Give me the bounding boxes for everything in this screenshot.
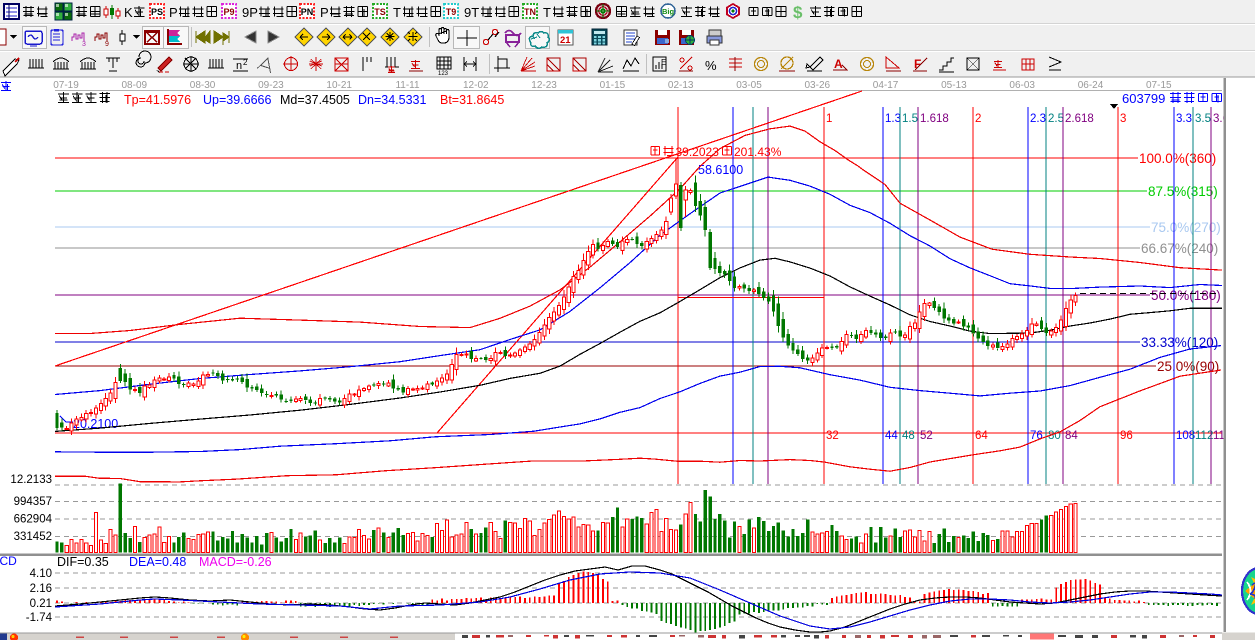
svg-text:3.3: 3.3 xyxy=(1176,113,1192,125)
svg-text:MACD: MACD xyxy=(0,554,17,568)
svg-text:12.2133: 12.2133 xyxy=(10,474,52,486)
svg-text:108: 108 xyxy=(1176,430,1195,442)
svg-text:123: 123 xyxy=(438,71,449,77)
svg-text:662904: 662904 xyxy=(14,514,53,526)
svg-text:P: P xyxy=(320,5,329,20)
svg-text:66.67%(240): 66.67%(240) xyxy=(1141,241,1218,256)
svg-text:06-03: 06-03 xyxy=(1009,80,1035,91)
svg-text:T: T xyxy=(543,5,551,20)
svg-text:MACD=-0.26: MACD=-0.26 xyxy=(199,555,272,569)
svg-text:10-21: 10-21 xyxy=(326,80,352,91)
svg-text:2.5: 2.5 xyxy=(1048,113,1064,125)
svg-text:64: 64 xyxy=(975,430,988,442)
svg-text:2.16: 2.16 xyxy=(30,583,52,595)
svg-text:33.33%(120): 33.33%(120) xyxy=(1141,335,1218,350)
svg-text:Big: Big xyxy=(662,7,675,16)
svg-text:32: 32 xyxy=(826,430,839,442)
svg-text:06-24: 06-24 xyxy=(1078,80,1104,91)
svg-text:9: 9 xyxy=(105,41,109,48)
svg-text:12-02: 12-02 xyxy=(463,80,489,91)
svg-text:0.21: 0.21 xyxy=(30,598,52,610)
svg-text:2.3: 2.3 xyxy=(1030,113,1046,125)
svg-text:07-15: 07-15 xyxy=(1146,80,1172,91)
svg-text:112: 112 xyxy=(1195,430,1213,442)
svg-text:%: % xyxy=(705,58,717,73)
svg-text:87.5%(315): 87.5%(315) xyxy=(1148,184,1218,199)
svg-text:100.0%(360): 100.0%(360) xyxy=(1139,151,1216,166)
svg-text:603799: 603799 xyxy=(1122,91,1165,106)
svg-text:PS: PS xyxy=(151,7,163,17)
svg-text:48: 48 xyxy=(902,430,915,442)
svg-text:05-13: 05-13 xyxy=(941,80,967,91)
svg-text:11-11: 11-11 xyxy=(395,80,420,91)
svg-text:Tp=41.5976: Tp=41.5976 xyxy=(124,93,191,107)
svg-text:DIF=0.35: DIF=0.35 xyxy=(57,555,109,569)
svg-text:2.618: 2.618 xyxy=(1065,113,1094,125)
svg-text:3: 3 xyxy=(1120,113,1126,125)
svg-text:1.5: 1.5 xyxy=(902,113,918,125)
svg-text:58.6100: 58.6100 xyxy=(698,163,743,177)
svg-text:1.618: 1.618 xyxy=(920,113,949,125)
svg-text:04-17: 04-17 xyxy=(873,80,899,91)
svg-text:02-13: 02-13 xyxy=(668,80,694,91)
svg-text:12-23: 12-23 xyxy=(531,80,557,91)
svg-text:PN: PN xyxy=(301,7,314,17)
svg-text:T9: T9 xyxy=(446,7,457,17)
svg-text:TN: TN xyxy=(524,7,536,17)
svg-text:K: K xyxy=(124,5,133,20)
svg-text:25.0%(90): 25.0%(90) xyxy=(1157,359,1219,374)
svg-text:Up=39.6666: Up=39.6666 xyxy=(203,93,272,107)
svg-text:11: 11 xyxy=(1213,430,1225,442)
svg-text:2: 2 xyxy=(975,113,981,125)
svg-text:331452: 331452 xyxy=(14,531,52,543)
svg-text:n: n xyxy=(236,60,242,72)
svg-text:3: 3 xyxy=(82,41,86,48)
svg-text:A: A xyxy=(834,57,843,71)
svg-text:07-19: 07-19 xyxy=(53,80,79,91)
svg-text:21: 21 xyxy=(560,35,571,46)
svg-text:3.5: 3.5 xyxy=(1195,113,1211,125)
svg-text:F: F xyxy=(914,57,921,71)
svg-text:T: T xyxy=(393,5,401,20)
svg-text:09-23: 09-23 xyxy=(258,80,284,91)
svg-text:4.10: 4.10 xyxy=(30,568,52,580)
svg-text:84: 84 xyxy=(1065,430,1078,442)
svg-text:P9: P9 xyxy=(223,7,234,17)
svg-text:1: 1 xyxy=(826,113,832,125)
svg-text:44: 44 xyxy=(885,430,898,442)
svg-text:08-30: 08-30 xyxy=(190,80,216,91)
svg-text:08-09: 08-09 xyxy=(122,80,148,91)
svg-text:Dn=34.5331: Dn=34.5331 xyxy=(358,93,427,107)
svg-text:-1.74: -1.74 xyxy=(26,612,53,624)
svg-text:Bt=31.8645: Bt=31.8645 xyxy=(440,93,504,107)
svg-text:75.0%(270): 75.0%(270) xyxy=(1151,220,1221,235)
svg-text:2: 2 xyxy=(243,58,248,67)
svg-text:TS: TS xyxy=(374,7,386,17)
svg-text:994357: 994357 xyxy=(14,496,52,508)
svg-text:03-05: 03-05 xyxy=(736,80,762,91)
svg-text:$: $ xyxy=(793,3,803,22)
svg-text:50.0%(180): 50.0%(180) xyxy=(1151,288,1221,303)
svg-text:9P: 9P xyxy=(242,5,258,20)
svg-text:52: 52 xyxy=(920,430,933,442)
svg-text:9T: 9T xyxy=(464,5,479,20)
svg-text:96: 96 xyxy=(1120,430,1133,442)
svg-text:Md=37.4505: Md=37.4505 xyxy=(280,93,350,107)
svg-text:DEA=0.48: DEA=0.48 xyxy=(129,555,186,569)
svg-text:1.3: 1.3 xyxy=(885,113,901,125)
svg-text:201.43%: 201.43% xyxy=(734,145,782,159)
svg-text:39.2023: 39.2023 xyxy=(676,145,720,159)
svg-text:03-26: 03-26 xyxy=(805,80,831,91)
svg-text:P: P xyxy=(169,5,178,20)
svg-text:01-15: 01-15 xyxy=(600,80,626,91)
svg-text:E: E xyxy=(661,58,666,67)
